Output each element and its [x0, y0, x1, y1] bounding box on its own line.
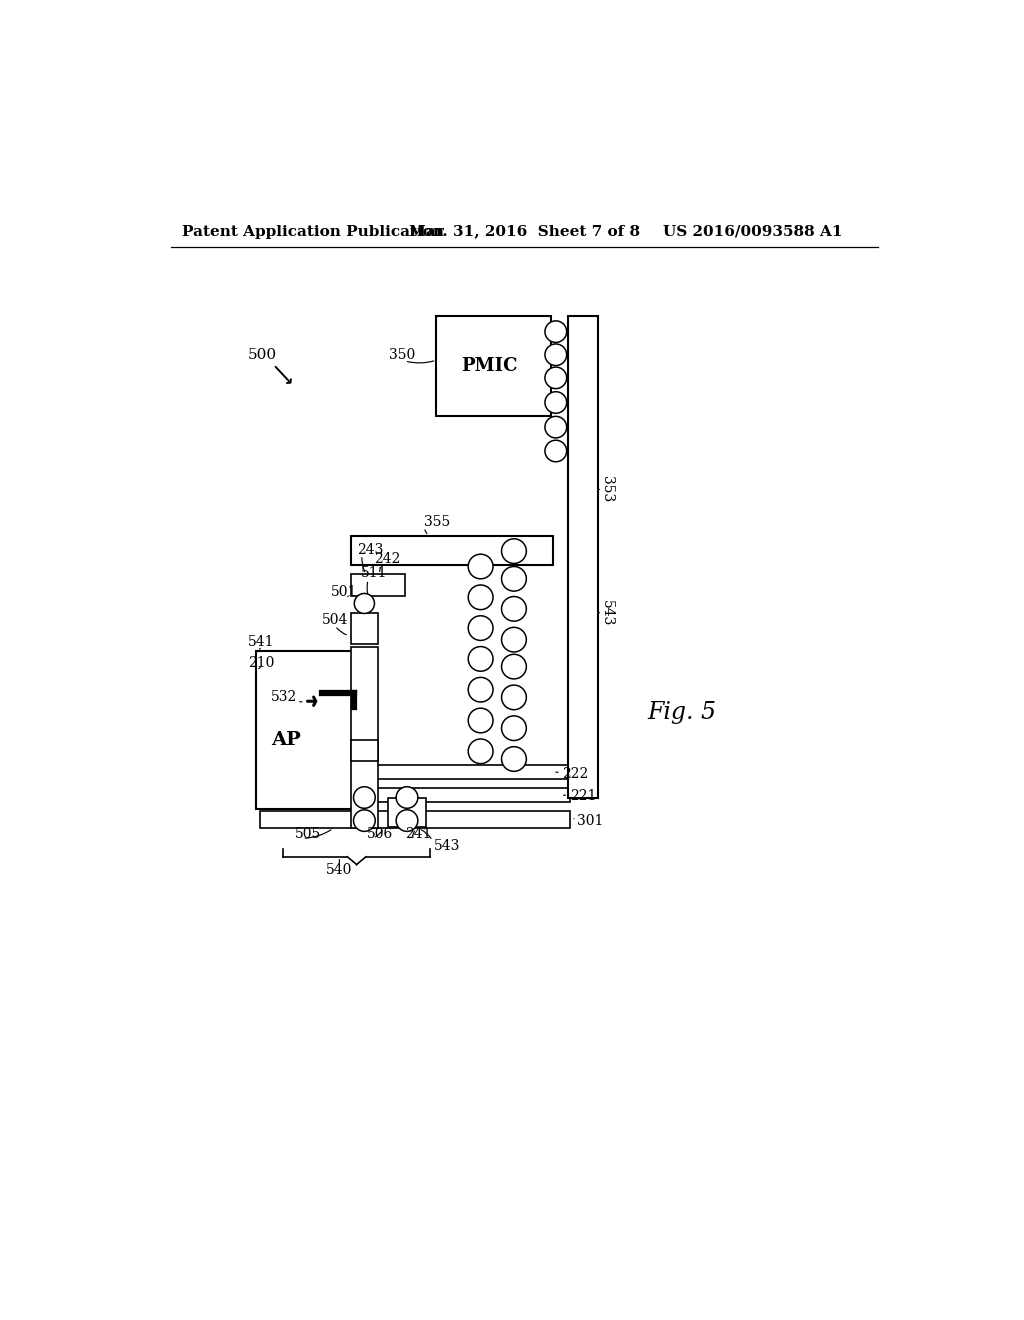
Circle shape	[502, 655, 526, 678]
Circle shape	[396, 787, 418, 808]
Text: 532: 532	[271, 690, 298, 705]
Text: 541: 541	[248, 635, 274, 649]
Text: AP: AP	[271, 731, 301, 748]
Bar	[351, 574, 406, 595]
Circle shape	[354, 594, 375, 614]
Text: 353: 353	[600, 477, 614, 503]
Circle shape	[545, 416, 566, 438]
Text: 355: 355	[424, 515, 451, 529]
Bar	[351, 739, 378, 762]
Circle shape	[502, 597, 526, 622]
Circle shape	[396, 810, 418, 832]
Circle shape	[502, 715, 526, 741]
Circle shape	[502, 539, 526, 564]
Text: 243: 243	[356, 543, 383, 557]
Circle shape	[502, 747, 526, 771]
Text: 241: 241	[404, 826, 431, 841]
Text: 242: 242	[375, 552, 400, 566]
Text: 221: 221	[569, 789, 596, 803]
Bar	[260, 766, 569, 779]
Text: 543: 543	[434, 840, 461, 853]
Text: Mar. 31, 2016  Sheet 7 of 8: Mar. 31, 2016 Sheet 7 of 8	[409, 224, 640, 239]
Circle shape	[502, 566, 526, 591]
Circle shape	[545, 392, 566, 413]
Text: 500: 500	[248, 347, 278, 362]
Text: Fig. 5: Fig. 5	[647, 701, 716, 725]
Circle shape	[545, 345, 566, 366]
Text: PMIC: PMIC	[461, 358, 518, 375]
Bar	[260, 788, 569, 803]
Bar	[568, 317, 598, 797]
Text: 540: 540	[326, 863, 352, 876]
Circle shape	[468, 739, 493, 763]
Circle shape	[468, 677, 493, 702]
Circle shape	[545, 321, 566, 342]
Bar	[351, 612, 378, 644]
Text: 543: 543	[600, 599, 614, 626]
Bar	[388, 797, 426, 826]
Bar	[436, 317, 551, 416]
Bar	[351, 536, 553, 565]
Bar	[260, 810, 569, 828]
Text: US 2016/0093588 A1: US 2016/0093588 A1	[663, 224, 843, 239]
Circle shape	[468, 647, 493, 672]
Text: 511: 511	[360, 566, 387, 579]
Circle shape	[468, 585, 493, 610]
Circle shape	[468, 708, 493, 733]
Circle shape	[502, 627, 526, 652]
Circle shape	[545, 441, 566, 462]
Circle shape	[353, 787, 375, 808]
Circle shape	[502, 685, 526, 710]
Text: 301: 301	[578, 813, 604, 828]
Bar	[351, 647, 378, 829]
Text: 505: 505	[295, 826, 321, 841]
Circle shape	[545, 367, 566, 388]
Bar	[256, 651, 360, 809]
Text: 504: 504	[322, 614, 348, 627]
Circle shape	[468, 615, 493, 640]
Circle shape	[353, 810, 375, 832]
Text: 501: 501	[331, 585, 357, 599]
Text: 210: 210	[248, 656, 274, 669]
Circle shape	[468, 554, 493, 578]
Text: 222: 222	[562, 767, 588, 780]
Text: 506: 506	[367, 826, 393, 841]
Text: 350: 350	[389, 347, 416, 362]
Text: Patent Application Publication: Patent Application Publication	[182, 224, 444, 239]
